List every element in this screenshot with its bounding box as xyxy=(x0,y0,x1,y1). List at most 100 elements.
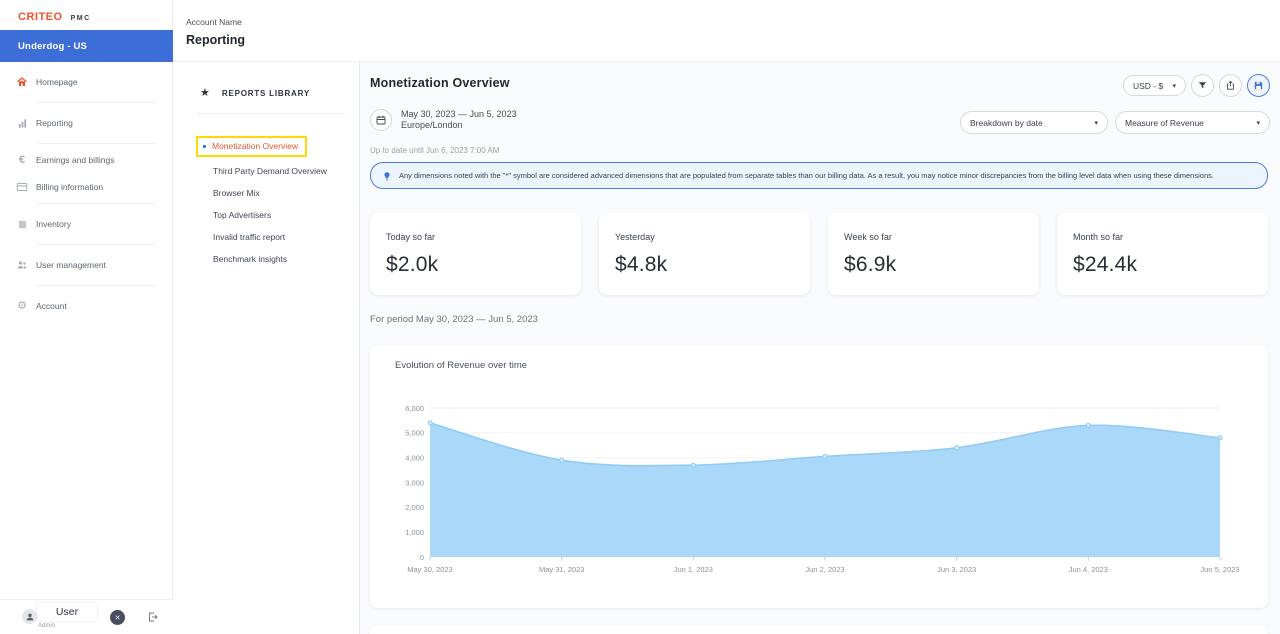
stat-value: $6.9k xyxy=(844,253,897,276)
sidebar-footer: User Admin ✕ xyxy=(0,599,173,634)
period-label: For period May 30, 2023 — Jun 5, 2023 xyxy=(370,314,538,325)
measure-select[interactable]: Measure of Revenue ▾ xyxy=(1115,111,1270,134)
sidebar-item-account[interactable]: ⚙ Account xyxy=(0,286,172,326)
filter-button[interactable] xyxy=(1191,74,1214,97)
gear-icon: ⚙ xyxy=(17,299,27,312)
sidebar-item-inventory[interactable]: Inventory xyxy=(0,204,172,244)
avatar[interactable] xyxy=(22,609,37,624)
sidebar-item-label: Account xyxy=(36,301,67,311)
report-item-benchmark-insights[interactable]: Benchmark insights xyxy=(213,254,359,265)
stat-card-yesterday: Yesterday $4.8k xyxy=(599,213,810,295)
stat-card-month-so-far: Month so far $24.4k xyxy=(1057,213,1268,295)
user-name-label: User xyxy=(55,606,79,618)
svg-text:Jun 2, 2023: Jun 2, 2023 xyxy=(805,565,844,574)
report-item-label: Monetization Overview xyxy=(212,141,298,151)
page-title: Reporting xyxy=(186,33,246,47)
currency-select[interactable]: USD - $ ▾ xyxy=(1123,75,1186,96)
sidebar-item-homepage[interactable]: Homepage xyxy=(0,62,172,102)
timezone-value: Europe/London xyxy=(401,120,463,130)
svg-text:Jun 4, 2023: Jun 4, 2023 xyxy=(1069,565,1108,574)
report-item-browser-mix[interactable]: Browser Mix xyxy=(213,188,359,199)
info-banner-text: Any dimensions noted with the "*" symbol… xyxy=(399,171,1214,180)
divider xyxy=(37,203,156,204)
selected-bullet-icon xyxy=(203,145,206,148)
sidebar-nav: Homepage Reporting € Earnings and billings B… xyxy=(0,62,172,326)
close-icon[interactable]: ✕ xyxy=(110,610,125,625)
report-selects: Breakdown by date ▾ Measure of Revenue ▾ xyxy=(960,111,1270,134)
chevron-down-icon: ▾ xyxy=(1172,82,1176,90)
sidebar-item-label: Earnings and billings xyxy=(36,155,115,165)
divider xyxy=(37,285,156,286)
svg-text:3,000: 3,000 xyxy=(405,478,424,487)
users-icon xyxy=(15,259,29,271)
report-item-third-party-demand-overview[interactable]: Third Party Demand Overview xyxy=(213,166,359,177)
report-item-monetization-overview[interactable]: Monetization Overview xyxy=(196,136,359,157)
account-selector-label: Underdog - US xyxy=(18,40,88,52)
save-button[interactable] xyxy=(1247,74,1270,97)
svg-text:May 30, 2023: May 30, 2023 xyxy=(407,565,452,574)
sign-out-icon[interactable] xyxy=(147,611,159,623)
sidebar-item-reporting[interactable]: Reporting xyxy=(0,103,172,143)
report-item-label: Browser Mix xyxy=(213,188,260,198)
account-selector[interactable]: Underdog - US xyxy=(0,30,173,62)
home-icon xyxy=(15,76,29,88)
divider xyxy=(37,102,156,103)
breakdown-select[interactable]: Breakdown by date ▾ xyxy=(960,111,1108,134)
currency-label: USD - $ xyxy=(1133,80,1164,91)
svg-text:2,000: 2,000 xyxy=(405,503,424,512)
revenue-area-chart: 0 1,000 2,000 3,000 4,000 5,000 6,000 May 30, 2… xyxy=(405,404,1239,574)
main-content: Monetization Overview USD - $ ▾ May 30, … xyxy=(360,62,1280,634)
svg-text:4,000: 4,000 xyxy=(405,454,424,463)
sidebar-item-billing-information[interactable]: Billing information xyxy=(0,176,172,198)
floppy-disk-icon xyxy=(1254,81,1263,90)
date-range-row: May 30, 2023 — Jun 5, 2023 Europe/London xyxy=(370,109,517,131)
chevron-down-icon: ▾ xyxy=(1256,119,1260,127)
report-item-invalid-traffic-report[interactable]: Invalid traffic report xyxy=(213,232,359,243)
user-name: User xyxy=(37,603,97,621)
credit-card-icon xyxy=(15,181,29,193)
account-name-label: Account Name xyxy=(186,17,242,27)
stat-card-week-so-far: Week so far $6.9k xyxy=(828,213,1039,295)
stat-label: Month so far xyxy=(1073,232,1124,242)
stat-label: Week so far xyxy=(844,232,892,242)
breakdown-label: Breakdown by date xyxy=(970,117,1043,128)
stat-value: $24.4k xyxy=(1073,253,1138,276)
measure-label: Measure of Revenue xyxy=(1125,117,1204,128)
user-role: Admin xyxy=(38,623,56,629)
sidebar-item-earnings-and-billings[interactable]: € Earnings and billings xyxy=(0,149,172,171)
report-controls: USD - $ ▾ xyxy=(1123,74,1270,97)
date-picker-button[interactable] xyxy=(370,109,392,131)
chevron-down-icon: ▾ xyxy=(1094,119,1098,127)
funnel-icon xyxy=(1198,82,1207,89)
star-icon: ★ xyxy=(200,87,210,99)
sidebar-item-label: Reporting xyxy=(36,118,73,128)
info-banner: Any dimensions noted with the "*" symbol… xyxy=(370,162,1268,189)
stat-label: Yesterday xyxy=(615,232,655,242)
reports-library-header: ★ REPORTS LIBRARY xyxy=(173,62,359,99)
date-range-value: May 30, 2023 — Jun 5, 2023 xyxy=(401,109,517,119)
sidebar-item-user-management[interactable]: User management xyxy=(0,245,172,285)
report-title: Monetization Overview xyxy=(370,76,510,90)
person-icon xyxy=(26,613,33,620)
svg-text:Jun 3, 2023: Jun 3, 2023 xyxy=(937,565,976,574)
svg-text:5,000: 5,000 xyxy=(405,429,424,438)
lightbulb-icon xyxy=(384,171,390,180)
sidebar-item-label: Homepage xyxy=(36,77,78,87)
calendar-icon xyxy=(376,115,386,125)
sidebar: CRITEO PMC Underdog - US Homepage Reporti… xyxy=(0,0,173,634)
svg-text:May 31, 2023: May 31, 2023 xyxy=(539,565,584,574)
inventory-icon xyxy=(15,219,29,230)
svg-text:6,000: 6,000 xyxy=(405,404,424,413)
report-item-label: Top Advertisers xyxy=(213,210,272,220)
reports-library-title: REPORTS LIBRARY xyxy=(221,88,311,98)
brand-logo-row: CRITEO PMC xyxy=(0,0,172,23)
date-range-text: May 30, 2023 — Jun 5, 2023 Europe/London xyxy=(401,109,517,131)
report-item-top-advertisers[interactable]: Top Advertisers xyxy=(213,210,359,221)
stat-card-today-so-far: Today so far $2.0k xyxy=(370,213,581,295)
export-button[interactable] xyxy=(1219,74,1242,97)
divider xyxy=(37,143,156,144)
criteo-logo: CRITEO xyxy=(18,11,63,23)
chart-title: Evolution of Revenue over time xyxy=(395,360,528,371)
selection-highlight: Monetization Overview xyxy=(196,136,307,157)
